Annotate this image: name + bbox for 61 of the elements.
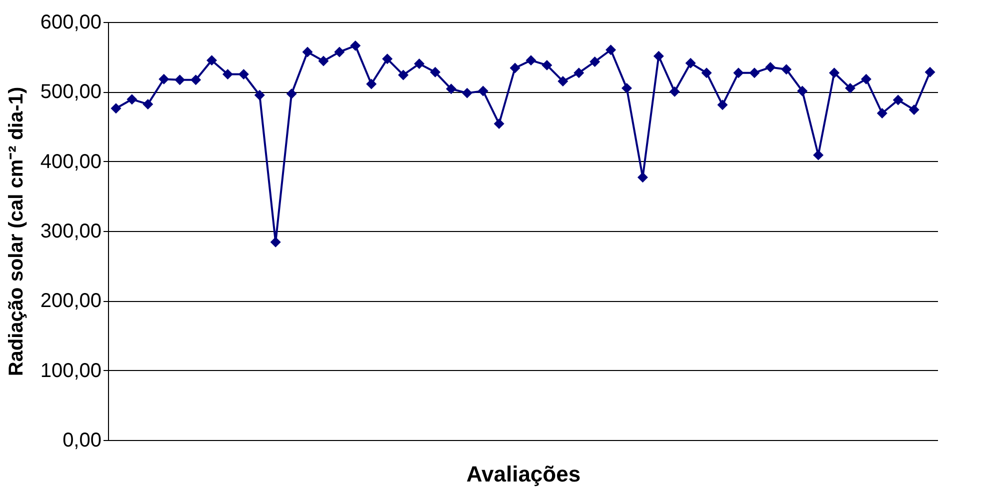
point [510,62,520,74]
point [685,58,696,68]
point [558,76,568,86]
point [286,88,297,99]
point [254,90,265,100]
point [781,64,792,75]
point [813,150,824,160]
point [446,84,456,94]
point [733,68,744,78]
x-axis-title: Avaliações [466,462,581,486]
point [350,40,361,51]
point [478,86,488,96]
point [494,118,504,129]
y-axis-title: Radiação solar (cal cm⁻² dia-1) [5,86,28,376]
point [110,103,122,114]
point [318,56,329,66]
point [653,50,664,62]
point [430,66,440,78]
point [126,94,138,105]
point [462,88,472,98]
point [797,86,808,96]
point [398,70,409,80]
point [860,74,872,84]
point [270,236,281,248]
point [238,69,249,80]
point [622,82,632,94]
point [876,108,888,119]
point [302,46,313,58]
point [382,54,393,64]
point [908,104,920,116]
y-tick-label: 400,00 [40,150,102,173]
point [717,100,728,110]
point [222,69,233,80]
point [924,66,936,78]
point [366,78,377,90]
y-tick-label: 0,00 [62,430,102,452]
point [606,44,616,56]
point [749,68,760,78]
point [892,94,904,106]
point [158,74,170,84]
y-tick-label: 300,00 [40,220,102,242]
point [765,62,776,73]
y-tick-label: 100,00 [40,360,102,382]
point [669,86,680,97]
point [414,58,424,70]
point [844,82,856,94]
point [829,68,840,78]
point [590,56,600,67]
point [206,55,217,66]
point [542,60,552,70]
point [174,74,186,86]
point [142,98,154,110]
point [637,172,648,183]
point [334,46,345,58]
point [190,74,202,86]
y-tick-label: 500,00 [40,81,102,104]
point [701,68,712,78]
point [574,68,584,78]
point [526,55,536,66]
y-tick-label: 200,00 [40,290,102,312]
y-tick-label: 600,00 [40,12,102,34]
